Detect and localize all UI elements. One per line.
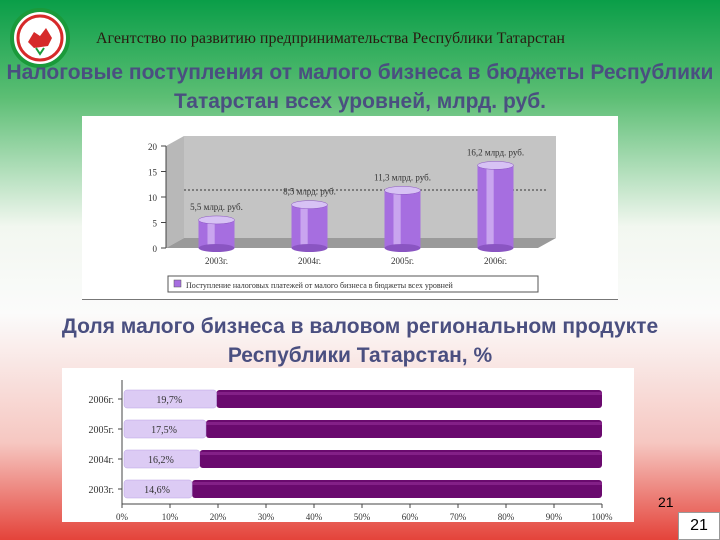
grp-share-chart: 19,7% 2006г. 17,5% 2005г. 16,2% 2004г. 14,6% 20… (89, 380, 614, 522)
chart2-bar (123, 449, 602, 469)
agency-name: Агентство по развитию предпринимательств… (96, 30, 565, 47)
chart2-category-label: 2005г. (89, 425, 114, 436)
chart2-category-label: 2003г. (89, 485, 114, 496)
chart2-xtick-label: 100% (592, 512, 614, 522)
chart2-title: Доля малого бизнеса в валовом региональн… (61, 315, 659, 367)
chart2-xtick-label: 70% (450, 512, 467, 522)
chart1-bar-highlight (207, 219, 215, 248)
chart2-category-label: 2006г. (89, 395, 114, 406)
chart2-xtick-label: 60% (402, 512, 419, 522)
chart2-category-label: 2004г. (89, 455, 114, 466)
chart1-ytick-label: 20 (148, 142, 158, 152)
tax-revenue-chart: 0 5 10 15 20 5,5 млрд. руб. 2003г. 8,5 млрд. ру… (148, 136, 556, 293)
chart2-bar-remainder-shine (199, 452, 602, 455)
chart1-bar (291, 200, 328, 252)
panel-divider (82, 299, 618, 300)
chart1-bar-base (198, 244, 235, 252)
chart1-title: Налоговые поступления от малого бизнеса … (6, 61, 714, 113)
chart1-category-label: 2006г. (484, 256, 507, 266)
chart1-category-label: 2005г. (391, 256, 414, 266)
chart1-bar (384, 186, 421, 252)
chart1-data-label: 16,2 млрд. руб. (467, 147, 524, 157)
chart2-bar-share (123, 479, 193, 499)
chart2-bar-share (123, 389, 217, 409)
chart1-bar-body (477, 165, 514, 248)
chart2-bar-share (123, 419, 207, 439)
chart1-bar-base (477, 244, 514, 252)
chart2-data-label: 16,2% (148, 455, 174, 466)
chart1-bar-highlight (300, 204, 308, 248)
chart2-bar-share (123, 449, 201, 469)
chart2-xtick-label: 50% (354, 512, 371, 522)
chart1-ytick-label: 15 (148, 168, 158, 178)
chart1-category-label: 2003г. (205, 256, 228, 266)
chart2-xtick-label: 0% (116, 512, 129, 522)
grp-share-chart-panel: 19,7% 2006г. 17,5% 2005г. 16,2% 2004г. 14,6% 20… (62, 368, 634, 522)
chart1-bar-highlight (486, 165, 494, 248)
chart1-bar (198, 215, 235, 252)
chart1-ytick-label: 0 (153, 244, 158, 254)
chart1-bar-top (384, 186, 421, 195)
chart2-data-label: 14,6% (144, 485, 170, 496)
tax-revenue-chart-panel: 0 5 10 15 20 5,5 млрд. руб. 2003г. 8,5 млрд. ру… (82, 116, 618, 300)
chart2-bar (123, 419, 602, 439)
chart1-data-label: 8,5 млрд. руб. (283, 187, 336, 197)
chart2-bar-remainder-shine (206, 422, 602, 425)
chart1-legend-swatch (173, 279, 182, 288)
chart1-bar-top (477, 161, 514, 170)
chart1-floor (166, 238, 556, 248)
chart2-bar-remainder-shine (216, 392, 602, 395)
chart1-bar-highlight (393, 190, 401, 248)
chart2-xtick-label: 10% (162, 512, 179, 522)
chart1-bar-top (291, 200, 328, 209)
chart1-bar-top (198, 215, 235, 225)
chart1-category-label: 2004г. (298, 256, 321, 266)
chart1-data-label: 5,5 млрд. руб. (190, 202, 243, 212)
chart1-legend-label: Поступление налоговых платежей от малого… (186, 281, 454, 290)
chart2-xtick-label: 90% (546, 512, 563, 522)
chart2-xtick-label: 40% (306, 512, 323, 522)
chart1-legend: Поступление налоговых платежей от малого… (167, 275, 539, 293)
chart2-bar (123, 479, 602, 499)
chart2-data-label: 17,5% (151, 425, 177, 436)
chart2-xtick-label: 20% (210, 512, 227, 522)
chart2-bar (123, 389, 602, 409)
page-number-box: 21 (678, 512, 720, 540)
chart2-data-label: 19,7% (156, 395, 182, 406)
chart1-bar-body (198, 219, 235, 248)
chart1-bar-body (384, 190, 421, 248)
chart1-data-label: 11,3 млрд. руб. (374, 172, 431, 182)
chart1-left-wall (166, 136, 184, 248)
chart1-ytick-label: 5 (153, 219, 158, 229)
chart1-ytick-label: 10 (148, 193, 158, 203)
chart1-bar (477, 161, 514, 252)
chart1-legend-box (167, 275, 539, 293)
chart2-bar-remainder-shine (192, 482, 602, 485)
chart2-xtick-label: 80% (498, 512, 515, 522)
page-number-small: 21 (658, 494, 674, 510)
tatarstan-emblem-icon (10, 8, 70, 68)
chart1-bar-base (384, 244, 421, 252)
chart2-xtick-label: 30% (258, 512, 275, 522)
chart1-bar-base (291, 244, 328, 252)
chart1-bar-body (291, 204, 328, 248)
